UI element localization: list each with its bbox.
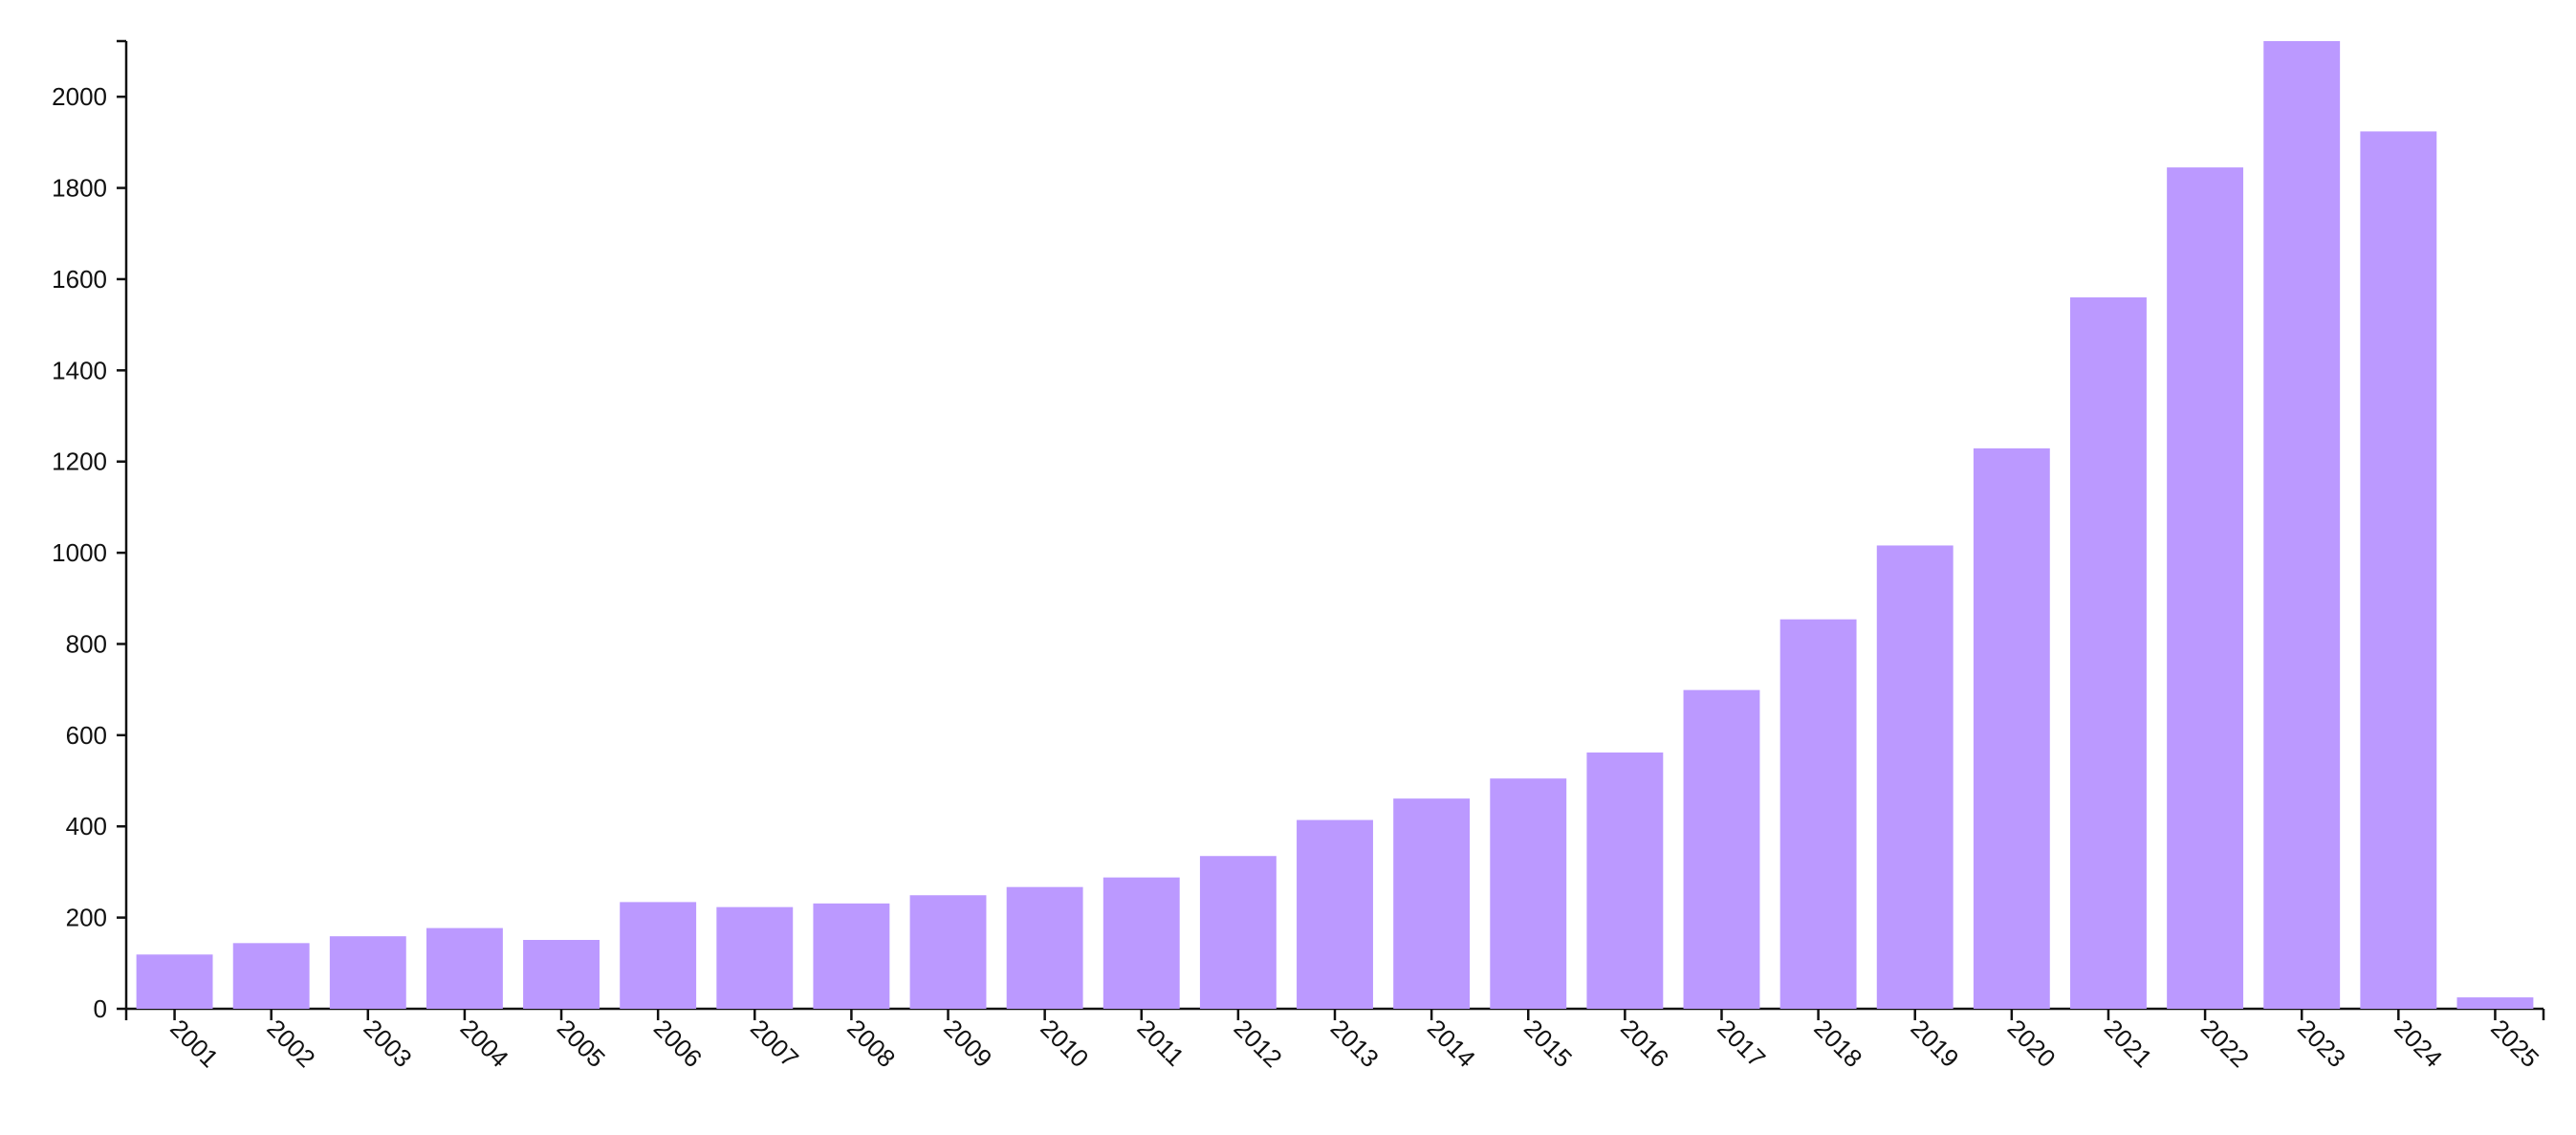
bar (2263, 41, 2341, 1009)
bar (716, 906, 794, 1009)
bar (1779, 619, 1857, 1009)
x-tick-label: 2025 (2485, 1014, 2544, 1073)
x-tick-label: 2004 (455, 1014, 514, 1073)
bar (523, 939, 600, 1009)
bar (136, 954, 213, 1009)
x-tick-label: 2006 (648, 1014, 708, 1073)
bar (1586, 752, 1664, 1009)
y-tick-label: 600 (66, 721, 107, 750)
bar (1102, 877, 1180, 1009)
x-tick-label: 2021 (2099, 1014, 2158, 1073)
y-tick-label: 1200 (52, 447, 107, 476)
x-tick-label: 2016 (1615, 1014, 1674, 1073)
bar (1199, 856, 1277, 1009)
bar (2167, 167, 2244, 1010)
bar (620, 902, 697, 1009)
x-tick-label: 2023 (2292, 1014, 2351, 1073)
y-tick-label: 1800 (52, 174, 107, 203)
bar (1393, 798, 1471, 1009)
x-tick-label: 2010 (1035, 1014, 1094, 1073)
y-tick-label: 0 (94, 994, 107, 1023)
x-tick-label: 2020 (2002, 1014, 2062, 1073)
x-tick-label: 2018 (1808, 1014, 1867, 1073)
x-tick-label: 2002 (261, 1014, 320, 1073)
x-tick-label: 2009 (938, 1014, 997, 1073)
x-tick-label: 2005 (552, 1014, 611, 1073)
y-tick-label: 200 (66, 904, 107, 932)
x-tick-label: 2012 (1229, 1014, 1288, 1073)
x-tick-label: 2001 (164, 1014, 224, 1073)
bar (1297, 819, 1373, 1009)
x-tick-label: 2007 (745, 1014, 804, 1073)
x-tick-label: 2008 (841, 1014, 901, 1073)
bar (426, 928, 503, 1009)
bar (909, 895, 987, 1009)
y-tick-label: 2000 (52, 82, 107, 111)
x-tick-label: 2024 (2389, 1014, 2448, 1073)
bar (813, 903, 890, 1009)
y-tick-label: 800 (66, 629, 107, 658)
x-tick-label: 2015 (1518, 1014, 1578, 1073)
bar (1876, 545, 1954, 1009)
y-tick-label: 1400 (52, 356, 107, 384)
y-tick-label: 400 (66, 812, 107, 840)
x-tick-label: 2019 (1905, 1014, 1964, 1073)
x-tick-label: 2011 (1132, 1014, 1190, 1072)
x-tick-label: 2017 (1712, 1014, 1771, 1073)
bar (1973, 447, 2050, 1009)
bar (1490, 778, 1567, 1009)
bar (232, 943, 310, 1009)
bar (329, 936, 406, 1009)
x-tick-label: 2013 (1325, 1014, 1385, 1073)
bar (2360, 131, 2437, 1009)
bar (1006, 886, 1083, 1009)
x-tick-label: 2022 (2195, 1014, 2255, 1073)
bar (1683, 689, 1760, 1009)
bar (2070, 297, 2147, 1010)
x-tick-label: 2014 (1422, 1014, 1481, 1073)
y-tick-label: 1000 (52, 538, 107, 567)
bar (2456, 997, 2534, 1009)
x-tick-label: 2003 (359, 1014, 418, 1073)
y-tick-label: 1600 (52, 265, 107, 294)
